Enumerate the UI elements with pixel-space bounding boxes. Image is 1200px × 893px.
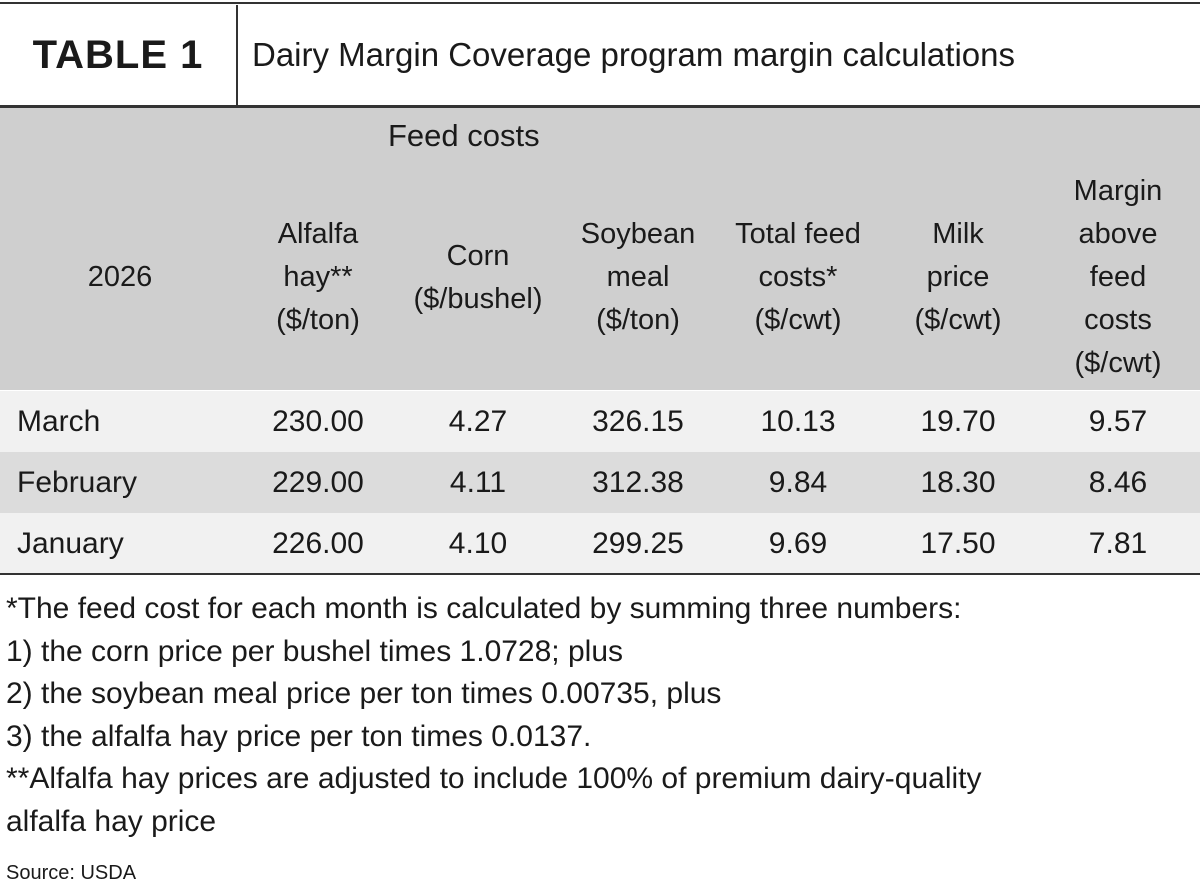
table-cell: 4.11	[449, 465, 507, 499]
footnote-line: *The feed cost for each month is calcula…	[6, 592, 962, 625]
footnote-line: 3) the alfalfa hay price per ton times 0…	[6, 719, 592, 753]
table-cell: 9.57	[1088, 404, 1148, 438]
column-header: Total feed costs* ($/cwt)	[735, 218, 861, 336]
row-label: January	[17, 526, 124, 560]
footnote-line: alfalfa hay price	[6, 804, 217, 838]
table-cell: 18.30	[920, 465, 996, 499]
table-cell: 19.70	[920, 404, 996, 438]
rule	[0, 105, 1200, 108]
table-cell: 8.46	[1088, 465, 1148, 499]
table-header	[0, 108, 1200, 390]
table-cell: 4.10	[448, 526, 508, 560]
table-title: Dairy Margin Coverage program margin cal…	[252, 36, 1015, 73]
table-cell: 326.15	[592, 404, 684, 438]
column-header: Soybean meal ($/ton)	[580, 218, 696, 336]
table-cell: 17.50	[920, 526, 996, 560]
footnote-line: **Alfalfa hay prices are adjusted to inc…	[6, 762, 982, 795]
table-cell: 226.00	[272, 526, 364, 560]
divider	[236, 5, 238, 105]
column-header: Corn ($/bushel)	[413, 239, 543, 315]
table-cell: 312.38	[592, 465, 684, 499]
footnote-line: 1) the corn price per bushel times 1.072…	[6, 634, 624, 668]
group-label: Feed costs	[388, 118, 540, 153]
table-row: March 230.00 4.27 326.15 10.13 19.70 9.57	[0, 391, 1200, 452]
table-cell: 4.27	[448, 404, 508, 438]
table-cell: 9.69	[768, 526, 828, 560]
table-cell: 7.81	[1088, 526, 1148, 560]
row-label: March	[17, 404, 101, 438]
column-header: 2026	[87, 261, 153, 293]
column-header: Margin above feed costs ($/cwt)	[1073, 175, 1163, 379]
table-row: January 226.00 4.10 299.25 9.69 17.50 7.81	[0, 513, 1200, 574]
table-cell: 9.84	[768, 465, 828, 499]
source: Source: USDA	[6, 862, 137, 884]
table-tag: TABLE 1	[32, 32, 204, 77]
table-cell: 10.13	[760, 404, 836, 438]
table-cell: 230.00	[272, 404, 364, 438]
column-header: Alfalfa hay** ($/ton)	[276, 218, 360, 336]
table-cell: 229.00	[272, 465, 364, 499]
column-header: Milk price ($/cwt)	[914, 218, 1002, 336]
table-row: February 229.00 4.11 312.38 9.84 18.30 8.46	[0, 452, 1200, 513]
footnote-line: 2) the soybean meal price per ton times …	[6, 677, 722, 710]
rule	[0, 573, 1200, 575]
rule	[0, 2, 1200, 4]
table-cell: 299.25	[592, 526, 684, 560]
row-label: February	[17, 465, 138, 499]
